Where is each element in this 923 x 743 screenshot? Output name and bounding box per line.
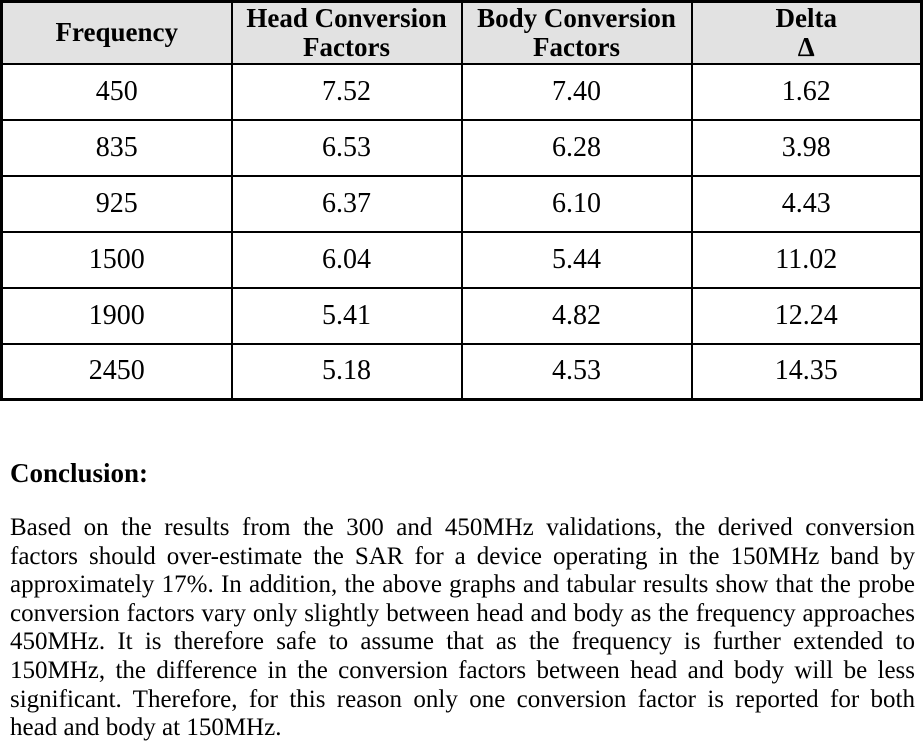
table-header-row: Frequency Head Conversion Factors Body C…	[0, 0, 923, 65]
paragraph-line: head and body at 150MHz.	[10, 714, 282, 742]
header-label: Factors	[533, 31, 620, 62]
conclusion-heading: Conclusion:	[10, 458, 149, 488]
paragraph-line: factors should over-estimate the SAR for…	[10, 542, 915, 570]
table-cell: 6.04	[230, 230, 463, 289]
table-cell: 4.82	[460, 286, 693, 345]
table-cell: 5.44	[460, 230, 693, 289]
table-cell: 12.24	[690, 286, 923, 345]
conclusion-paragraph: Based on the results from the 300 and 45…	[10, 514, 915, 743]
header-label: Delta	[775, 2, 837, 33]
table-cell: 6.10	[460, 174, 693, 233]
delta-symbol: Δ	[797, 31, 815, 62]
table-cell: 6.28	[460, 118, 693, 177]
paragraph-line: significant. Therefore, for this reason …	[10, 685, 915, 713]
table-cell: 3.98	[690, 118, 923, 177]
table-cell: 6.53	[230, 118, 463, 177]
table-cell: 4.53	[460, 342, 693, 401]
table-row: 835 6.53 6.28 3.98	[0, 118, 923, 177]
table-cell: 925	[0, 174, 233, 233]
table-cell: 14.35	[690, 342, 923, 401]
conversion-factors-table: Frequency Head Conversion Factors Body C…	[0, 0, 923, 401]
header-delta: Delta Δ	[690, 0, 923, 65]
header-label: Head Conversion	[246, 2, 447, 33]
table-row: 1500 6.04 5.44 11.02	[0, 230, 923, 289]
table-cell: 7.40	[460, 62, 693, 121]
header-frequency: Frequency	[0, 0, 233, 65]
table-cell: 1500	[0, 230, 233, 289]
table-cell: 4.43	[690, 174, 923, 233]
table-cell: 2450	[0, 342, 233, 401]
table-cell: 5.18	[230, 342, 463, 401]
table-cell: 835	[0, 118, 233, 177]
header-label: Body Conversion	[477, 2, 676, 33]
table-cell: 1900	[0, 286, 233, 345]
table-row: 450 7.52 7.40 1.62	[0, 62, 923, 121]
table-cell: 6.37	[230, 174, 463, 233]
paragraph-line: approximately 17%. In addition, the abov…	[10, 571, 915, 599]
header-label: Factors	[303, 31, 390, 62]
paragraph-line: 450MHz. It is therefore safe to assume t…	[10, 628, 915, 656]
header-head-conversion-factors: Head Conversion Factors	[230, 0, 463, 65]
paragraph-line: 150MHz, the difference in the conversion…	[10, 656, 915, 684]
table-cell: 5.41	[230, 286, 463, 345]
paragraph-line: conversion factors vary only slightly be…	[10, 599, 915, 627]
header-label: Frequency	[55, 17, 179, 48]
table-cell: 7.52	[230, 62, 463, 121]
table-row: 1900 5.41 4.82 12.24	[0, 286, 923, 345]
paragraph-line: Based on the results from the 300 and 45…	[10, 514, 915, 541]
table-cell: 450	[0, 62, 233, 121]
table-cell: 1.62	[690, 62, 923, 121]
table-row: 2450 5.18 4.53 14.35	[0, 342, 923, 401]
header-body-conversion-factors: Body Conversion Factors	[460, 0, 693, 65]
table-row: 925 6.37 6.10 4.43	[0, 174, 923, 233]
table-cell: 11.02	[690, 230, 923, 289]
